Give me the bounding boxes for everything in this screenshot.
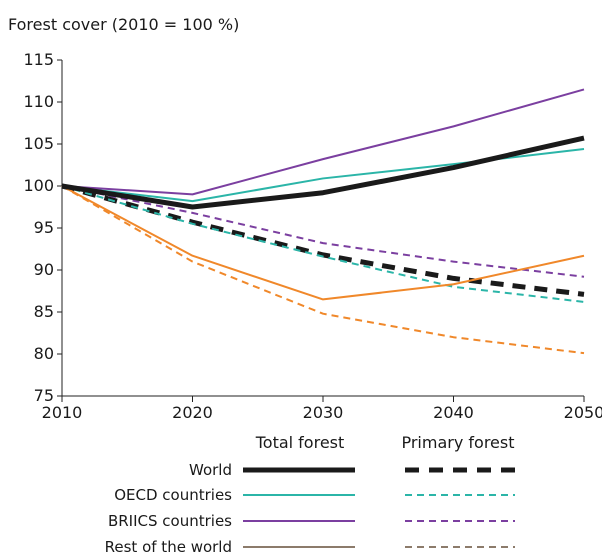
series-line-briics-countries-total-forest [61,88,585,196]
series-line-oecd-countries-primary-forest [61,185,585,303]
y-tick-label: 75 [34,386,54,405]
series-line-rest-of-the-world-primary-forest [61,185,585,355]
x-tick-label: 2050 [564,403,602,422]
legend-label-rest-of-the-world: Rest of the world [105,538,232,556]
series-line-world-primary-forest [61,183,585,297]
legend-label-briics-countries: BRIICS countries [108,512,232,530]
y-tick-label: 115 [23,50,54,69]
series-line-briics-countries-primary-forest [61,185,585,278]
legend-header-primary-forest: Primary forest [401,433,514,452]
axes: 75 80 85 90 95 100 105 110 115 2010 2020 2030 2040 20… [23,50,602,422]
y-tick-label: 90 [34,260,54,279]
legend-label-oecd-countries: OECD countries [114,486,232,504]
chart-title: Forest cover (2010 = 100 %) [8,15,239,34]
series-line-rest-of-the-world-total-forest [61,185,585,301]
y-tick-label: 95 [34,218,54,237]
legend-header-total-forest: Total forest [255,433,345,452]
x-tick-label: 2010 [42,403,83,422]
x-tick-label: 2040 [433,403,474,422]
series-layer [61,88,585,355]
y-tick-label: 100 [23,176,54,195]
y-tick-label: 110 [23,92,54,111]
legend-label-world: World [189,461,232,479]
y-tick-label: 85 [34,302,54,321]
y-tick-label: 105 [23,134,54,153]
legend: Total forest Primary forest World OECD coun… [105,433,515,556]
x-tick-label: 2020 [172,403,213,422]
series-line-world-total-forest [61,135,585,210]
y-tick-label: 80 [34,344,54,363]
x-tick-label: 2030 [303,403,344,422]
